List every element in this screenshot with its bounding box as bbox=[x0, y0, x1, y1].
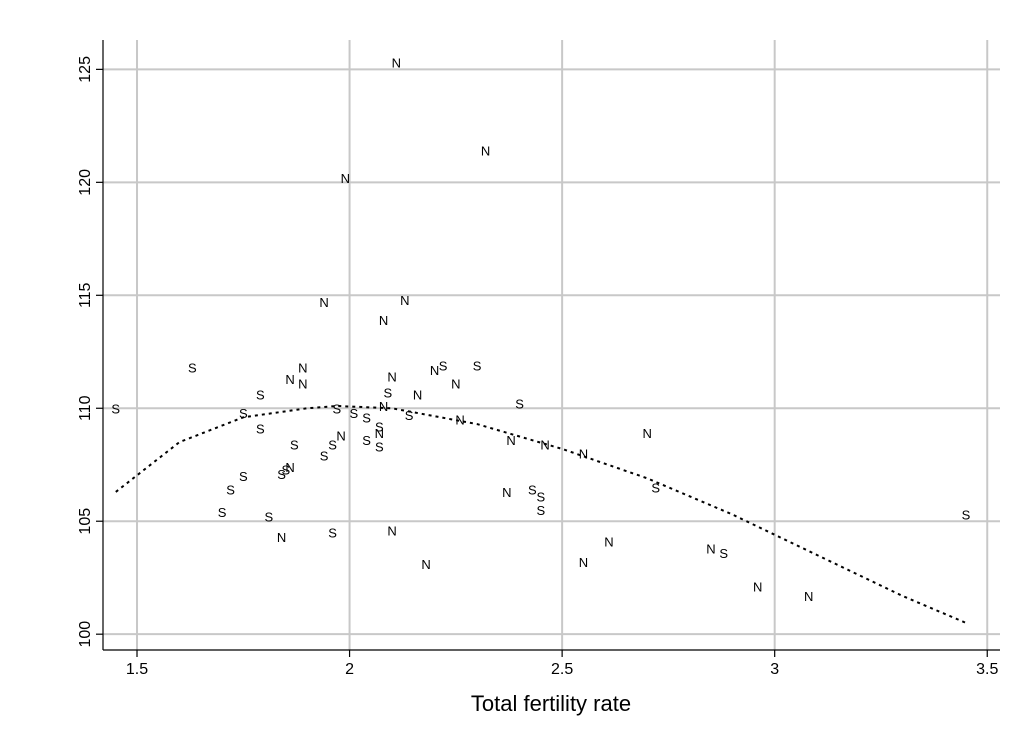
data-point: S bbox=[277, 467, 286, 482]
data-point: N bbox=[319, 295, 328, 310]
data-point: N bbox=[502, 485, 511, 500]
fit-line bbox=[115, 404, 967, 624]
data-point: N bbox=[285, 372, 294, 387]
data-point: S bbox=[256, 388, 265, 403]
data-point: S bbox=[256, 422, 265, 437]
data-point: S bbox=[281, 462, 290, 477]
data-point: S bbox=[349, 406, 358, 421]
data-point: N bbox=[804, 589, 813, 604]
data-point: N bbox=[379, 399, 388, 414]
data-point: N bbox=[451, 376, 460, 391]
data-point: N bbox=[540, 437, 549, 452]
y-tick-label: 100 bbox=[77, 621, 94, 648]
data-point: N bbox=[421, 557, 430, 572]
x-tick-label: 1.5 bbox=[126, 661, 148, 678]
data-point: N bbox=[285, 460, 294, 475]
y-tick-label: 125 bbox=[77, 56, 94, 83]
data-point: S bbox=[328, 437, 337, 452]
data-point: S bbox=[651, 480, 660, 495]
y-tick-label: 120 bbox=[77, 169, 94, 196]
data-point: N bbox=[753, 580, 762, 595]
data-point: N bbox=[277, 530, 286, 545]
data-point: N bbox=[579, 555, 588, 570]
data-point: S bbox=[239, 406, 248, 421]
data-point: N bbox=[387, 370, 396, 385]
fit-line-group bbox=[115, 404, 967, 624]
data-point: N bbox=[579, 446, 588, 461]
data-point: S bbox=[515, 397, 524, 412]
data-point: S bbox=[290, 437, 299, 452]
y-tick-label: 115 bbox=[77, 282, 94, 308]
data-point: N bbox=[413, 388, 422, 403]
data-point: S bbox=[239, 469, 248, 484]
data-point: S bbox=[362, 410, 371, 425]
data-point: S bbox=[473, 358, 482, 373]
data-point: N bbox=[506, 433, 515, 448]
data-point: N bbox=[642, 426, 651, 441]
data-point: N bbox=[298, 376, 307, 391]
data-point: S bbox=[332, 401, 341, 416]
data-point: S bbox=[375, 440, 384, 455]
data-point: S bbox=[111, 401, 120, 416]
data-point: N bbox=[379, 313, 388, 328]
data-point: N bbox=[455, 413, 464, 428]
x-tick-label: 2 bbox=[345, 661, 354, 678]
data-point: S bbox=[362, 433, 371, 448]
data-point: S bbox=[264, 510, 273, 525]
y-tick-label: 110 bbox=[77, 395, 94, 421]
gridlines bbox=[103, 40, 1000, 650]
data-point: S bbox=[218, 505, 227, 520]
data-point: N bbox=[375, 426, 384, 441]
data-point: N bbox=[706, 541, 715, 556]
x-axis-label: Total fertility rate bbox=[471, 691, 631, 716]
data-point: N bbox=[430, 363, 439, 378]
data-point: S bbox=[528, 483, 537, 498]
data-point: S bbox=[320, 449, 329, 464]
data-point: S bbox=[375, 419, 384, 434]
data-point: N bbox=[387, 523, 396, 538]
x-tick-label: 3.5 bbox=[976, 661, 998, 678]
x-tick-label: 2.5 bbox=[551, 661, 573, 678]
data-point: S bbox=[439, 358, 448, 373]
data-point: N bbox=[400, 293, 409, 308]
data-point: N bbox=[341, 171, 350, 186]
data-point: N bbox=[481, 144, 490, 159]
data-point: S bbox=[962, 507, 971, 522]
data-point: S bbox=[537, 503, 546, 518]
data-point: S bbox=[226, 483, 235, 498]
data-point: N bbox=[392, 56, 401, 71]
data-point: S bbox=[405, 408, 414, 423]
data-point: S bbox=[188, 361, 197, 376]
x-tick-label: 3 bbox=[770, 661, 779, 678]
data-point: N bbox=[298, 361, 307, 376]
data-point: S bbox=[328, 526, 337, 541]
y-tick-label: 105 bbox=[77, 508, 94, 535]
data-point: N bbox=[604, 535, 613, 550]
data-point: S bbox=[537, 489, 546, 504]
data-point: S bbox=[719, 546, 728, 561]
data-point: S bbox=[383, 385, 392, 400]
axes: 1.5 2 2.5 3 3.5 100 105 110 115 120 125 bbox=[77, 40, 1000, 678]
data-point: N bbox=[336, 428, 345, 443]
